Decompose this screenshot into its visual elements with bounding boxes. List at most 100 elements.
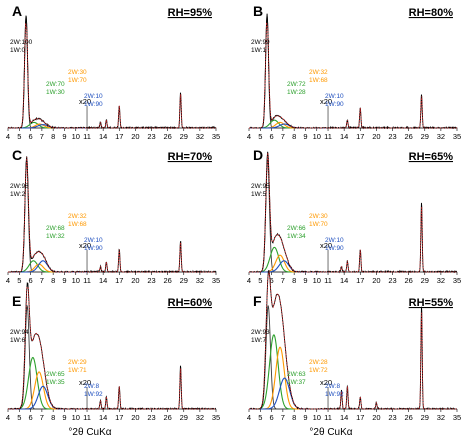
annotation-label: 2W:32 bbox=[309, 69, 328, 76]
x-tick-label: 8 bbox=[51, 276, 55, 285]
x-tick-label: 9 bbox=[303, 276, 307, 285]
x-tick-label: 32 bbox=[437, 132, 445, 141]
x-tick-label: 35 bbox=[453, 276, 461, 285]
x-tick-label: 10 bbox=[313, 276, 321, 285]
x-tick-label: 4 bbox=[6, 132, 10, 141]
x-tick-label: 26 bbox=[404, 413, 412, 422]
data-pattern bbox=[7, 15, 217, 130]
annotation-label: 2W:8 bbox=[84, 383, 99, 390]
x-tick-label: 26 bbox=[404, 132, 412, 141]
x-tick-label: 7 bbox=[281, 413, 285, 422]
annotation-label: 1W:71 bbox=[68, 367, 87, 374]
scale-label: x20 bbox=[320, 378, 332, 387]
annotation-label: 1W:90 bbox=[84, 245, 103, 252]
scale-label: x20 bbox=[79, 97, 91, 106]
panel-c: C RH=70% x20 4 5 6 7 8 9 10 11 14 17 20 23 26 29 32 35 2W:9… bbox=[6, 147, 220, 285]
panel-letter: D bbox=[253, 147, 263, 163]
x-tick-label: 5 bbox=[258, 132, 262, 141]
rh-title: RH=60% bbox=[168, 297, 213, 309]
annotation-label: 2W:32 bbox=[68, 213, 87, 220]
x-tick-label: 35 bbox=[212, 413, 220, 422]
panel-b: B RH=80% x20 4 5 6 7 8 9 10 11 14 17 20 23 26 29 32 35 2W:9… bbox=[247, 3, 461, 141]
x-tick-label: 23 bbox=[388, 132, 396, 141]
panel-letter: C bbox=[12, 147, 22, 163]
annotation-label: 1W:6 bbox=[10, 337, 25, 344]
annotation-label: 2W:30 bbox=[309, 213, 328, 220]
x-tick-label: 20 bbox=[131, 413, 139, 422]
scale-label: x20 bbox=[320, 97, 332, 106]
x-axis-title: °2θ CuKα bbox=[68, 427, 111, 438]
annotation-label: 2W:68 bbox=[46, 225, 65, 232]
x-tick-label: 7 bbox=[40, 276, 44, 285]
annotation-label: 1W:70 bbox=[68, 77, 87, 84]
x-tick-label: 17 bbox=[356, 413, 364, 422]
rh-title: RH=95% bbox=[168, 7, 213, 19]
x-tick-label: 29 bbox=[180, 413, 188, 422]
x-tick-label: 17 bbox=[356, 132, 364, 141]
panel-letter: E bbox=[12, 293, 21, 309]
x-tick-label: 11 bbox=[324, 413, 332, 422]
x-tick-label: 9 bbox=[303, 413, 307, 422]
x-tick-label: 8 bbox=[51, 132, 55, 141]
annotation-label: 1W:2 bbox=[10, 191, 25, 198]
annotation-label: 2W:63 bbox=[287, 371, 306, 378]
x-tick-label: 23 bbox=[388, 413, 396, 422]
x-tick-label: 14 bbox=[340, 413, 348, 422]
annotation-label: 2W:99 bbox=[251, 39, 270, 46]
x-tick-label: 6 bbox=[269, 132, 273, 141]
x-tick-label: 5 bbox=[17, 276, 21, 285]
x-tick-label: 32 bbox=[196, 132, 204, 141]
rh-title: RH=80% bbox=[409, 7, 454, 19]
x-tick-label: 7 bbox=[40, 413, 44, 422]
annotation-label: 1W:32 bbox=[46, 233, 65, 240]
x-tick-label: 32 bbox=[437, 276, 445, 285]
x-tick-label: 11 bbox=[83, 276, 91, 285]
x-tick-label: 7 bbox=[40, 132, 44, 141]
annotation-label: 1W:90 bbox=[325, 245, 344, 252]
x-tick-label: 11 bbox=[324, 276, 332, 285]
x-tick-label: 6 bbox=[28, 413, 32, 422]
x-tick-label: 35 bbox=[212, 276, 220, 285]
annotation-label: 1W:68 bbox=[68, 221, 87, 228]
x-tick-label: 8 bbox=[292, 413, 296, 422]
x-tick-label: 32 bbox=[196, 413, 204, 422]
x-tick-label: 10 bbox=[72, 276, 80, 285]
x-tick-label: 23 bbox=[147, 276, 155, 285]
x-axis-title: °2θ CuKα bbox=[309, 427, 352, 438]
x-tick-label: 29 bbox=[180, 132, 188, 141]
annotation-label: 2W:72 bbox=[287, 81, 306, 88]
x-tick-label: 17 bbox=[115, 276, 123, 285]
x-tick-label: 8 bbox=[292, 276, 296, 285]
x-tick-label: 8 bbox=[51, 413, 55, 422]
annotation-label: 2W:100 bbox=[10, 39, 33, 46]
x-tick-label: 20 bbox=[372, 132, 380, 141]
x-tick-label: 20 bbox=[131, 132, 139, 141]
x-tick-label: 4 bbox=[247, 276, 251, 285]
x-tick-label: 35 bbox=[453, 413, 461, 422]
annotation-label: 2W:70 bbox=[46, 81, 65, 88]
panel-letter: B bbox=[253, 3, 263, 19]
x-tick-label: 23 bbox=[388, 276, 396, 285]
annotation-label: 1W:30 bbox=[46, 89, 65, 96]
panel-a: A RH=95% x20 4 5 6 7 8 9 10 11 14 17 20 23 26 29 32 35 2W:1… bbox=[6, 3, 220, 141]
data-pattern bbox=[249, 151, 458, 274]
x-tick-label: 29 bbox=[421, 132, 429, 141]
x-tick-label: 20 bbox=[372, 276, 380, 285]
x-tick-label: 14 bbox=[99, 276, 107, 285]
annotation-label: 1W:35 bbox=[46, 379, 65, 386]
x-tick-label: 14 bbox=[99, 413, 107, 422]
x-tick-label: 4 bbox=[247, 413, 251, 422]
panel-letter: A bbox=[12, 3, 22, 19]
x-tick-label: 5 bbox=[258, 413, 262, 422]
annotation-label: 1W:92 bbox=[325, 391, 344, 398]
fit-profile bbox=[8, 286, 216, 410]
x-tick-label: 6 bbox=[28, 132, 32, 141]
panel-letter: F bbox=[253, 293, 262, 309]
x-tick-label: 32 bbox=[437, 413, 445, 422]
x-tick-label: 26 bbox=[163, 132, 171, 141]
annotation-label: 2W:65 bbox=[46, 371, 65, 378]
x-tick-label: 14 bbox=[99, 132, 107, 141]
annotation-label: 2W:28 bbox=[309, 359, 328, 366]
